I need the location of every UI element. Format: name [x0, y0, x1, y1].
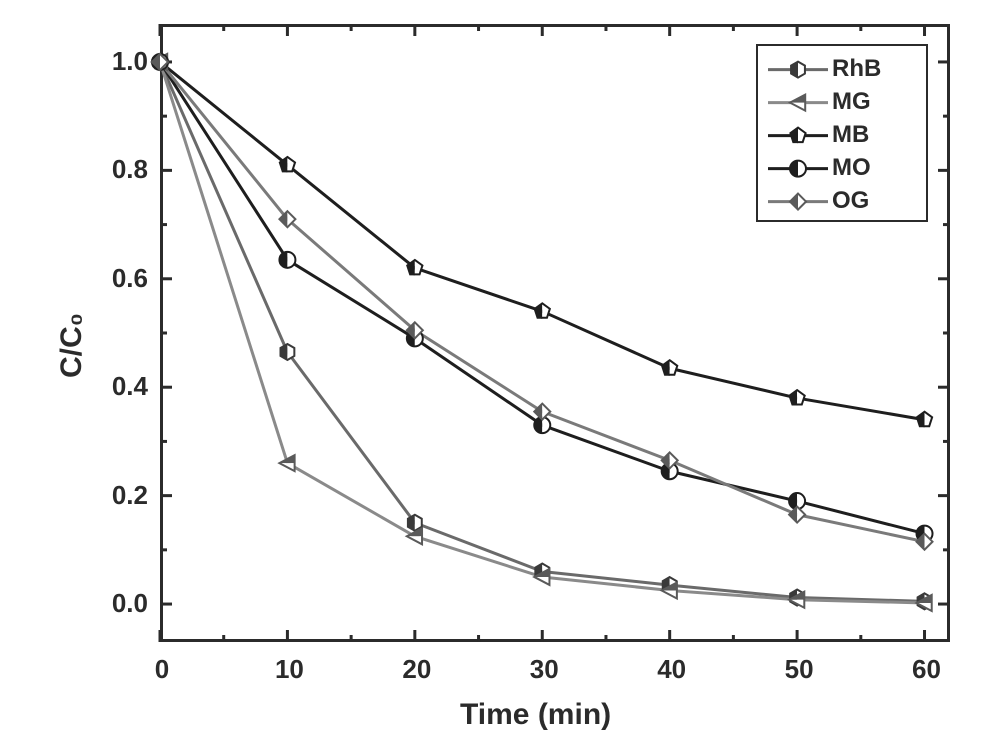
legend-row-OG: OG [764, 185, 869, 218]
legend-swatch-MG [764, 86, 832, 118]
legend-swatch-MB [764, 119, 832, 151]
legend-row-MO: MO [764, 152, 871, 185]
legend-label-MG: MG [832, 88, 871, 116]
y-tick-label: 0.2 [112, 480, 148, 511]
x-tick-label: 50 [779, 654, 819, 685]
x-tick-label: 60 [907, 654, 947, 685]
y-tick-label: 0.4 [112, 371, 148, 402]
x-tick-label: 30 [524, 654, 564, 685]
legend-swatch-RhB [764, 53, 832, 85]
x-tick-label: 10 [269, 654, 309, 685]
y-tick-label: 0.6 [112, 263, 148, 294]
y-tick-label: 0.8 [112, 154, 148, 185]
x-tick-label: 40 [652, 654, 692, 685]
legend-row-MG: MG [764, 85, 871, 118]
legend-label-MB: MB [832, 121, 869, 149]
legend-label-OG: OG [832, 187, 869, 215]
legend-box: RhB MG MB MO OG [756, 44, 928, 222]
legend-row-RhB: RhB [764, 52, 881, 85]
x-tick-label: 0 [142, 654, 182, 685]
y-tick-label: 1.0 [112, 46, 148, 77]
legend-swatch-OG [764, 185, 832, 217]
legend-label-MO: MO [832, 154, 871, 182]
x-tick-label: 20 [397, 654, 437, 685]
legend-row-MB: MB [764, 118, 869, 151]
y-tick-label: 0.0 [112, 588, 148, 619]
legend-swatch-MO [764, 152, 832, 184]
legend-label-RhB: RhB [832, 55, 881, 83]
